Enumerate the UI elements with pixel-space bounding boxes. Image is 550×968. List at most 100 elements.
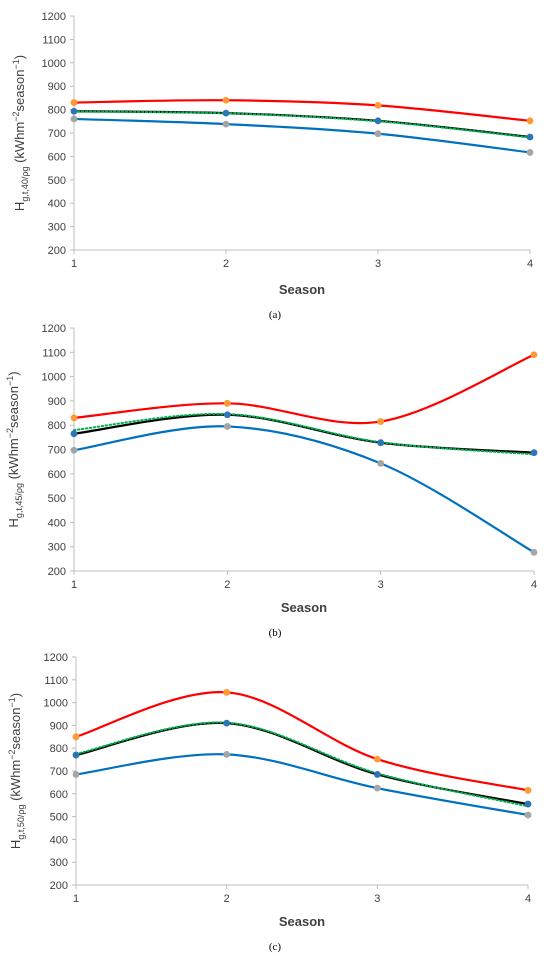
y-tick-label: 900 <box>48 396 66 408</box>
data-point <box>70 115 78 123</box>
y-axis-title-rest: (kWhm <box>8 760 23 805</box>
data-point <box>222 109 230 117</box>
series-line-4 <box>73 117 531 154</box>
y-tick-label: 1100 <box>44 675 68 687</box>
data-point <box>377 459 385 467</box>
data-point <box>223 399 231 407</box>
y-tick-label: 300 <box>48 222 66 234</box>
series-line-4 <box>75 753 529 817</box>
y-tick-label: 500 <box>48 175 66 187</box>
data-point <box>72 751 80 759</box>
x-tick-label: 1 <box>71 258 77 270</box>
y-axis-title-end: ) <box>12 55 27 59</box>
data-point <box>373 784 381 792</box>
y-axis-title-main: H <box>6 518 21 527</box>
series-line-2 <box>73 110 531 139</box>
y-tick-label: 1000 <box>42 372 66 384</box>
x-axis-title: Season <box>281 600 327 615</box>
series-line-3 <box>73 110 531 139</box>
y-tick-label: 1000 <box>44 698 68 710</box>
data-point <box>530 548 538 556</box>
data-point <box>223 719 231 727</box>
y-tick-label: 1000 <box>42 58 66 70</box>
data-point <box>70 107 78 115</box>
data-point <box>526 149 534 156</box>
y-axis-title-sup: −1 <box>5 376 15 386</box>
y-tick-label: 600 <box>50 789 68 801</box>
data-point <box>524 800 532 808</box>
x-axis-title: Season <box>279 282 325 297</box>
y-tick-label: 700 <box>48 128 66 140</box>
y-axis-title-sup: −2 <box>5 428 15 438</box>
data-point <box>526 133 534 141</box>
data-point <box>530 449 538 457</box>
data-point <box>223 750 231 758</box>
y-tick-label: 900 <box>50 720 68 732</box>
series-line-1 <box>73 353 535 425</box>
x-axis-title: Season <box>279 914 325 929</box>
y-tick-label: 500 <box>50 812 68 824</box>
data-point <box>70 414 78 422</box>
data-point <box>524 811 532 819</box>
y-tick-label: 600 <box>48 469 66 481</box>
data-point <box>222 120 230 128</box>
x-tick-label: 2 <box>223 258 229 270</box>
data-point <box>374 117 382 125</box>
chart-panel-2: 200 300 400 500 600 700 800 900 1000 1100 1200 1 2 3 4… <box>5 323 538 639</box>
y-tick-label: 400 <box>50 834 68 846</box>
y-tick-label: 800 <box>50 743 68 755</box>
y-axis-title-rest: (kWhm <box>6 438 21 483</box>
data-point <box>72 771 80 778</box>
y-axis-title: Hg,t,45/ρg (kWhm−2season−1) <box>5 371 24 527</box>
y-tick-label: 400 <box>48 198 66 210</box>
data-point <box>526 117 534 125</box>
panel-label: (c) <box>269 941 282 953</box>
series-line-1 <box>75 691 529 792</box>
x-tick-label: 4 <box>527 258 533 270</box>
y-tick-label: 1200 <box>42 11 66 23</box>
y-axis-title-sup: −1 <box>11 59 21 69</box>
y-tick-label: 500 <box>48 493 66 505</box>
data-point <box>70 446 78 454</box>
x-tick-label: 3 <box>374 893 380 905</box>
data-point <box>223 411 231 419</box>
y-tick-label: 700 <box>50 766 68 778</box>
x-tick-label: 3 <box>378 579 384 591</box>
data-point <box>530 351 538 359</box>
panel-label: (a) <box>269 309 282 321</box>
data-point <box>223 423 231 430</box>
x-tick-label: 1 <box>73 893 79 905</box>
y-axis-title-sup: −1 <box>7 697 17 707</box>
series-line-3 <box>73 412 535 456</box>
y-tick-label: 1200 <box>44 652 68 664</box>
y-tick-label: 700 <box>48 445 66 457</box>
x-tick-label: 4 <box>531 579 537 591</box>
data-point <box>72 733 80 741</box>
y-tick-label: 200 <box>48 245 66 257</box>
y-tick-label: 800 <box>48 105 66 117</box>
chart-panel-3: 200 300 400 500 600 700 800 900 1000 1100 1200 1 2 3 4… <box>7 652 532 953</box>
y-tick-label: 300 <box>48 542 66 554</box>
y-tick-label: 900 <box>48 81 66 93</box>
data-point <box>70 99 78 106</box>
y-axis-title-main: H <box>12 202 27 211</box>
data-point <box>70 430 78 438</box>
x-tick-label: 4 <box>525 893 531 905</box>
y-axis-title-sub: g,t,50/ρg <box>16 805 26 840</box>
series-line-1 <box>73 99 531 122</box>
y-axis-title-end: ) <box>8 693 23 697</box>
y-axis-title-end: ) <box>6 371 21 375</box>
y-tick-label: 1100 <box>42 34 66 46</box>
y-tick-label: 600 <box>48 151 66 163</box>
y-axis-title-sup: −2 <box>7 749 17 759</box>
data-point <box>222 96 230 104</box>
y-axis-title-sub: g,t,45/ρg <box>14 483 24 518</box>
data-point <box>223 688 231 696</box>
data-point <box>373 755 381 763</box>
data-point <box>374 101 382 109</box>
y-axis-title-mid: season <box>8 708 23 750</box>
y-tick-label: 200 <box>48 566 66 578</box>
y-axis-title-sub: g,t,40/ρg <box>20 167 30 202</box>
y-axis-title-sup: −2 <box>11 111 21 121</box>
